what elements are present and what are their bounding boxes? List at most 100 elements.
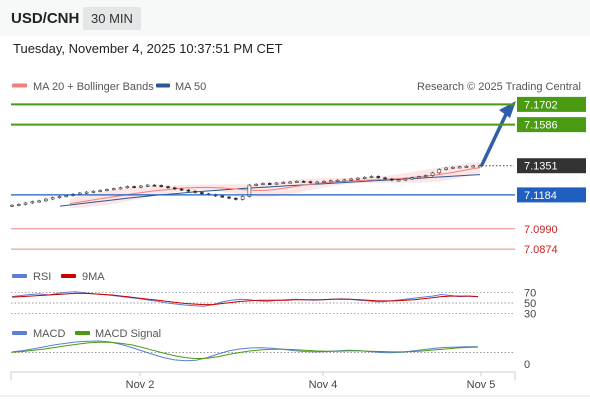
price-candle-body — [220, 195, 225, 198]
ma50-legend-swatch — [156, 83, 170, 88]
rsi-legend-swatch — [12, 274, 27, 278]
price-candle-body — [274, 182, 279, 185]
timeframe-button[interactable]: 30 MIN — [83, 7, 141, 30]
price-candle-body — [186, 189, 191, 192]
price-candle-body — [64, 195, 69, 198]
x-tick-label-0: Nov 2 — [126, 379, 155, 391]
x-axis: Nov 2 Nov 4 Nov 5 — [126, 372, 496, 391]
credit-label: Research © 2025 Trading Central — [417, 81, 581, 93]
level-label-1: 7.1586 — [524, 120, 558, 132]
price-candle-body — [342, 179, 347, 182]
price-candle-body — [234, 197, 238, 200]
price-candle-body — [457, 166, 462, 169]
macd-signal-legend-label: MACD Signal — [95, 328, 161, 340]
price-candle-body — [410, 177, 414, 180]
price-candle-body — [105, 189, 109, 191]
price-candle-body — [281, 182, 286, 184]
level-box-0 — [517, 96, 586, 112]
price-candle-body — [23, 202, 28, 205]
price-candle-body — [78, 192, 82, 195]
forecast-arrow-shaft — [480, 106, 511, 167]
price-candle-body — [254, 183, 258, 186]
price-candle-body — [295, 180, 299, 183]
price-candle-body — [396, 179, 401, 182]
x-tick-label-1: Nov 4 — [309, 379, 338, 391]
price-candle-body — [315, 181, 320, 184]
price-candle-body — [369, 176, 374, 178]
price-candle-body — [328, 180, 333, 183]
price-candle-body — [139, 185, 143, 188]
level-label-2: 7.1351 — [524, 161, 558, 173]
price-candle-body — [267, 183, 272, 185]
price-candle-body — [166, 186, 170, 189]
level-label-4: 7.0990 — [524, 224, 558, 236]
level-box-1 — [517, 117, 586, 133]
price-candle-body — [301, 180, 306, 183]
ma20-legend-label: MA 20 + Bollinger Bands — [33, 81, 154, 93]
price-candle-body — [179, 188, 184, 191]
price-candle-body — [247, 184, 252, 197]
price-candle-body — [84, 191, 89, 194]
price-candle-body — [376, 176, 381, 179]
price-candle-body — [57, 196, 62, 198]
price-candle-body — [417, 176, 421, 179]
x-tick-label-2: Nov 5 — [467, 379, 496, 391]
header-bar: USD/CNH 30 MIN — [0, 0, 590, 36]
price-candle-body — [118, 187, 123, 190]
price-candle-body — [111, 188, 116, 191]
macd-signal-legend-swatch — [75, 331, 90, 335]
level-box-2 — [517, 158, 586, 174]
price-candle-body — [200, 192, 204, 195]
price-candle-body — [132, 186, 136, 189]
price-candle-body — [227, 196, 231, 199]
price-candle-body — [125, 186, 130, 189]
price-candle-body — [37, 200, 41, 203]
level-box-3 — [517, 187, 586, 203]
price-candle-body — [390, 178, 394, 181]
price-candle-body — [261, 183, 265, 185]
price-candle-body — [349, 178, 353, 181]
price-candle-body — [145, 184, 150, 187]
rsi-ma-legend-label: 9MA — [82, 271, 105, 283]
levels: 7.1702 7.1586 7.1351 7.1184 7.0990 7.0874 — [11, 96, 586, 256]
price-candle-body — [437, 169, 442, 174]
price-candle-body — [16, 204, 21, 206]
price-candle-body — [10, 204, 14, 207]
price-candle-body — [288, 181, 292, 184]
ma20-legend-swatch — [12, 83, 27, 88]
price-candle-body — [383, 177, 387, 180]
macd-plot: 0 — [11, 340, 530, 371]
price-candle-body — [335, 179, 340, 182]
ma50-line — [59, 174, 481, 207]
price-candle-body — [44, 198, 48, 202]
price-candle-body — [356, 177, 360, 180]
macd-signal-line — [11, 341, 479, 360]
macd-legend-label: MACD — [33, 328, 65, 340]
rsi-tick-label-70: 70 — [524, 287, 536, 299]
rsi-tick-label-50: 50 — [524, 298, 536, 310]
price-candle-body — [430, 172, 435, 176]
price-candle-body — [403, 178, 408, 181]
level-label-5: 7.0874 — [524, 244, 558, 256]
macd-tick-label-0: 0 — [524, 359, 530, 371]
price-candle-body — [464, 165, 469, 168]
price-candle-body — [193, 190, 197, 193]
price-candle-body — [471, 165, 476, 168]
price-candle-body — [240, 196, 245, 200]
level-label-0: 7.1702 — [524, 99, 558, 111]
price-candle-body — [50, 197, 55, 200]
price-candle-body — [172, 187, 177, 190]
price-candle-body — [444, 167, 448, 170]
price-candle-body — [30, 201, 35, 204]
rsi-legend-label: RSI — [33, 271, 51, 283]
rsi-line — [11, 291, 479, 307]
ma50-legend-label: MA 50 — [175, 81, 206, 93]
rsi-tick-label-30: 30 — [524, 309, 536, 321]
main-plot — [10, 101, 516, 209]
price-candle-body — [362, 176, 367, 179]
price-candle-body — [451, 166, 455, 169]
price-candle-body — [159, 185, 164, 187]
price-candle-body — [322, 180, 326, 183]
level-label-3: 7.1184 — [524, 190, 557, 202]
